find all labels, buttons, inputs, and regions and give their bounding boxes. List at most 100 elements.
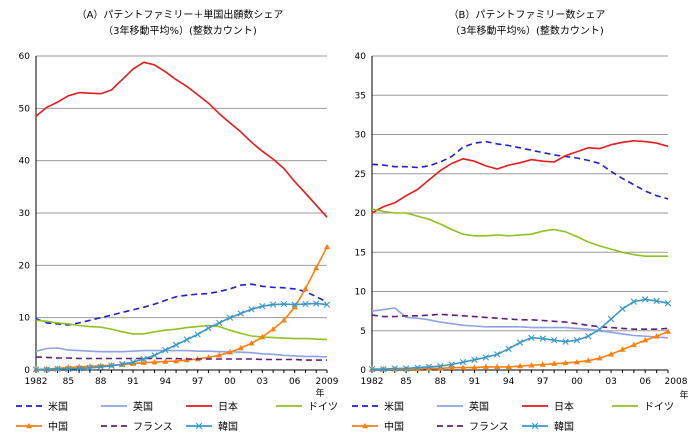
series-英国: [35, 347, 328, 358]
data-point-marker: [172, 341, 180, 349]
data-point-marker: [516, 339, 524, 346]
data-point-marker: [43, 366, 50, 373]
legend-item: 英国: [437, 400, 489, 413]
x-tick-label: 85: [63, 377, 74, 387]
x-tick-label: 91: [127, 377, 138, 387]
legend-label: 韓国: [218, 421, 238, 433]
data-point-marker: [391, 365, 398, 372]
series-line: [371, 140, 669, 214]
data-point-marker: [54, 365, 61, 373]
data-point-marker: [140, 359, 147, 365]
series-line: [35, 246, 328, 371]
data-point-marker: [162, 358, 169, 364]
data-point-marker: [437, 362, 444, 370]
y-tick-label: 25: [355, 170, 366, 180]
data-point-marker: [448, 364, 455, 370]
data-point-marker: [585, 357, 592, 363]
legend-item: ドイツ: [612, 402, 674, 413]
legend-item: 韓国: [186, 421, 238, 433]
x-axis-unit: 年: [315, 387, 324, 399]
legend-item: 英国: [101, 400, 153, 413]
data-point-marker: [280, 300, 288, 308]
data-point-marker: [414, 364, 421, 371]
data-point-marker: [216, 352, 223, 358]
series-line: [35, 283, 328, 326]
x-tick-label: 06: [640, 377, 652, 387]
y-tick-label: 10: [19, 314, 31, 324]
legend-marker: [531, 422, 539, 430]
data-point-marker: [86, 364, 94, 372]
data-point-marker: [528, 362, 535, 368]
series-ドイツ: [35, 319, 328, 341]
data-point-marker: [437, 365, 444, 371]
data-point-marker: [608, 351, 615, 357]
series-line: [35, 61, 328, 218]
data-point-marker: [471, 356, 478, 363]
legend-label: フランス: [469, 421, 509, 433]
x-tick-label: 2009: [316, 377, 339, 387]
legend-item: ドイツ: [276, 402, 338, 413]
data-point-marker: [151, 358, 158, 365]
series-line: [35, 347, 328, 358]
data-point-marker: [494, 351, 501, 358]
x-tick-label: 03: [257, 377, 268, 387]
data-point-marker: [573, 336, 581, 344]
data-point-marker: [630, 298, 638, 305]
data-point-marker: [562, 338, 569, 345]
legend-item: 韓国: [522, 421, 574, 433]
x-tick-label: 88: [95, 377, 107, 387]
data-point-marker: [119, 361, 126, 368]
data-point-marker: [585, 333, 592, 340]
data-point-marker: [368, 366, 376, 373]
legend-label: 英国: [133, 400, 153, 413]
data-point-marker: [630, 341, 637, 348]
legend-item: 中国: [352, 420, 404, 433]
series-韓国: [32, 300, 331, 373]
data-point-marker: [573, 358, 580, 365]
x-tick-label: 00: [224, 377, 236, 387]
data-point-marker: [528, 334, 535, 342]
series-line: [371, 307, 669, 339]
x-tick-label: 94: [503, 377, 515, 387]
x-tick-label: 85: [400, 377, 411, 387]
series-フランス: [35, 356, 327, 361]
x-tick-label: 91: [469, 377, 480, 387]
data-point-marker: [269, 301, 277, 308]
data-point-marker: [302, 300, 309, 308]
data-point-marker: [539, 335, 546, 342]
legend-label: フランス: [133, 421, 173, 433]
data-point-marker: [505, 363, 512, 370]
chart-title-a: （A）パテントファミリー＋単国出願数シェア: [77, 8, 284, 21]
y-tick-label: 0: [24, 366, 30, 376]
y-tick-label: 5: [360, 327, 366, 337]
x-tick-label: 00: [571, 377, 583, 387]
chart-subtitle-a: （3年移動平均%）(整数カウント): [103, 24, 257, 37]
legend-item: 米国: [16, 400, 68, 413]
legend-label: 英国: [469, 400, 489, 413]
series-ドイツ: [371, 208, 668, 258]
legend-label: 中国: [48, 420, 68, 433]
data-point-marker: [248, 306, 255, 313]
x-tick-label: 97: [192, 377, 203, 387]
data-point-marker: [425, 363, 433, 371]
data-point-marker: [205, 324, 212, 332]
data-point-marker: [237, 310, 244, 317]
x-tick-label: 1982: [361, 377, 384, 387]
legend-label: ドイツ: [308, 402, 338, 413]
x-tick-label: 97: [537, 377, 548, 387]
data-point-marker: [227, 349, 233, 355]
data-point-marker: [665, 328, 671, 334]
data-point-marker: [402, 365, 410, 372]
series-中国: [33, 243, 330, 372]
series-日本: [371, 140, 669, 214]
series-米国: [35, 283, 328, 326]
y-tick-label: 10: [355, 288, 367, 298]
data-point-marker: [664, 300, 672, 307]
legend-label: 韓国: [554, 421, 574, 433]
legend-marker: [26, 422, 32, 429]
series-韓国: [368, 296, 672, 373]
data-point-marker: [596, 325, 603, 333]
data-point-marker: [291, 304, 298, 310]
x-tick-label: 88: [435, 377, 447, 387]
legend-label: 米国: [48, 400, 68, 413]
